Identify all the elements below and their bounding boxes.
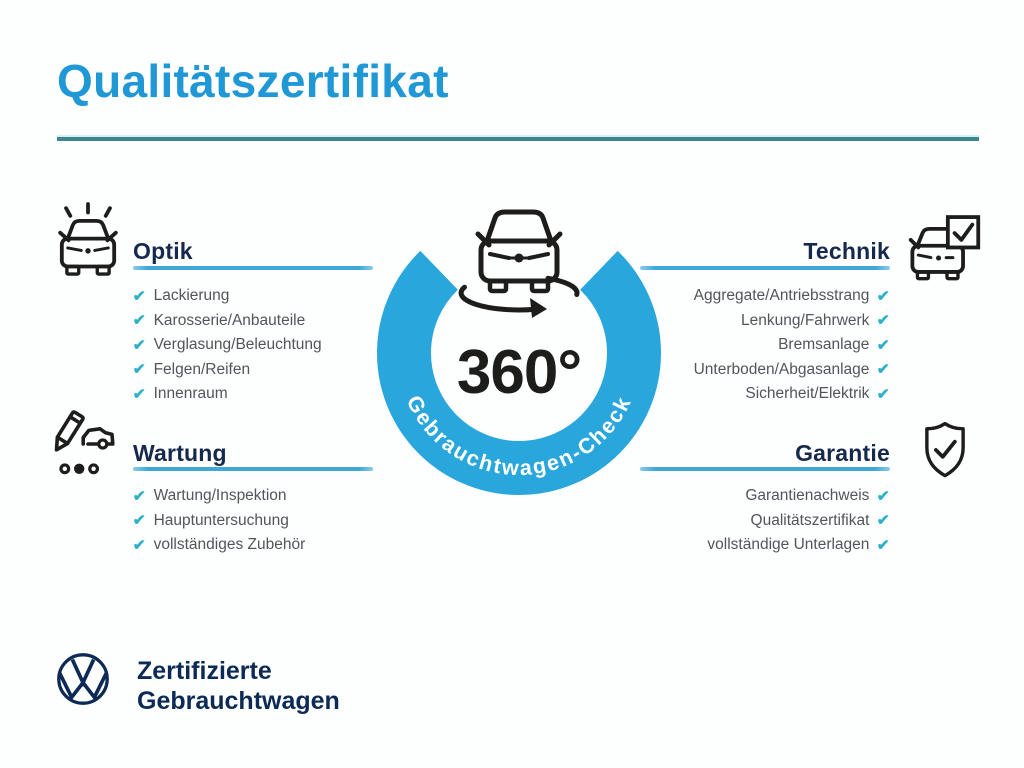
rotating-car-icon xyxy=(458,209,580,318)
list-item-label: Unterboden/Abgasanlage xyxy=(693,360,870,378)
list-item-label: Qualitätszertifikat xyxy=(750,511,870,529)
degree-label: 360° xyxy=(457,338,581,407)
garantie-check-list: Garantienachweis ✔ Qualitätszertifikat ✔ v… xyxy=(590,484,890,558)
list-item: ✔ Felgen/Reifen xyxy=(133,358,322,383)
check-icon: ✔ xyxy=(132,336,146,354)
brand-text: Zertifizierte Gebrauchtwagen xyxy=(137,656,340,716)
wartung-check-list: ✔ Wartung/Inspektion ✔ Hauptuntersuchung ✔… xyxy=(132,484,306,558)
list-item: vollständige Unterlagen ✔ xyxy=(590,533,890,558)
check-icon: ✔ xyxy=(132,487,146,505)
list-item: ✔ Hauptuntersuchung xyxy=(133,509,305,534)
optik-underline xyxy=(133,266,373,270)
pencil-checklist-car-icon xyxy=(54,410,115,475)
check-icon: ✔ xyxy=(132,536,146,554)
list-item: Bremsanlage ✔ xyxy=(590,333,890,358)
list-item-label: Innenraum xyxy=(153,385,228,403)
list-item-label: vollständiges Zubehör xyxy=(153,536,306,554)
check-icon: ✔ xyxy=(877,512,891,530)
technik-check-list: Aggregate/Antriebsstrang ✔ Lenkung/Fahrwe… xyxy=(590,284,891,407)
list-item: ✔ Innenraum xyxy=(133,382,322,407)
list-item: ✔ vollständiges Zubehör xyxy=(132,533,306,558)
shield-check-icon xyxy=(925,421,965,478)
section-heading-wartung: Wartung xyxy=(133,440,227,466)
title-divider xyxy=(57,137,979,141)
list-item-label: Sicherheit/Elektrik xyxy=(745,385,870,403)
list-item: ✔ Wartung/Inspektion xyxy=(133,484,305,509)
list-item-label: Felgen/Reifen xyxy=(153,360,251,378)
garantie-underline xyxy=(640,467,890,471)
check-icon: ✔ xyxy=(877,361,891,379)
list-item: ✔ Karosserie/Anbauteile xyxy=(133,309,322,334)
optik-check-list: ✔ Lackierung ✔ Karosserie/Anbauteile ✔ Verg… xyxy=(133,284,322,407)
section-heading-optik: Optik xyxy=(133,238,193,264)
list-item-label: Karosserie/Anbauteile xyxy=(153,311,306,329)
check-icon: ✔ xyxy=(132,385,146,403)
check-icon: ✔ xyxy=(877,312,891,330)
brand-line2: Gebrauchtwagen xyxy=(137,687,340,715)
brand-line1: Zertifizierte xyxy=(137,657,272,685)
list-item-label: Lackierung xyxy=(153,287,230,305)
check-icon: ✔ xyxy=(132,512,146,530)
list-item: Aggregate/Antriebsstrang ✔ xyxy=(590,284,891,309)
list-item-label: Bremsanlage xyxy=(778,336,870,354)
list-item: Sicherheit/Elektrik ✔ xyxy=(590,382,890,407)
list-item-label: Lenkung/Fahrwerk xyxy=(741,311,870,329)
check-icon: ✔ xyxy=(132,312,146,330)
list-item-label: Wartung/Inspektion xyxy=(153,487,287,505)
section-heading-technik: Technik xyxy=(803,238,890,264)
list-item-label: vollständige Unterlagen xyxy=(707,536,870,554)
list-item-label: Garantienachweis xyxy=(745,487,870,505)
check-icon: ✔ xyxy=(877,385,891,403)
list-item: ✔ Lackierung xyxy=(133,284,322,309)
list-item: Lenkung/Fahrwerk ✔ xyxy=(590,309,890,334)
car-checkbox-icon xyxy=(908,215,981,281)
technik-underline xyxy=(640,266,890,270)
list-item: Garantienachweis ✔ xyxy=(590,484,890,509)
check-icon: ✔ xyxy=(132,287,146,305)
shiny-car-front-icon xyxy=(58,202,118,276)
check-icon: ✔ xyxy=(132,361,146,379)
list-item: Qualitätszertifikat ✔ xyxy=(590,509,891,534)
section-heading-garantie: Garantie xyxy=(795,440,890,466)
list-item-label: Aggregate/Antriebsstrang xyxy=(693,287,870,305)
page-title: Qualitätszertifikat xyxy=(57,55,449,107)
list-item-label: Verglasung/Beleuchtung xyxy=(153,336,322,354)
check-icon: ✔ xyxy=(877,287,891,305)
list-item: Unterboden/Abgasanlage ✔ xyxy=(590,358,891,383)
check-icon: ✔ xyxy=(877,487,891,505)
ring-arc xyxy=(377,250,661,495)
vw-logo xyxy=(57,653,109,705)
wartung-underline xyxy=(133,467,373,471)
check-icon: ✔ xyxy=(877,536,891,554)
list-item: ✔ Verglasung/Beleuchtung xyxy=(133,333,322,358)
list-item-label: Hauptuntersuchung xyxy=(153,511,289,529)
check-icon: ✔ xyxy=(877,336,891,354)
car-360-rotation-badge: Gebrauchtwagen-Check 360° xyxy=(377,209,661,495)
